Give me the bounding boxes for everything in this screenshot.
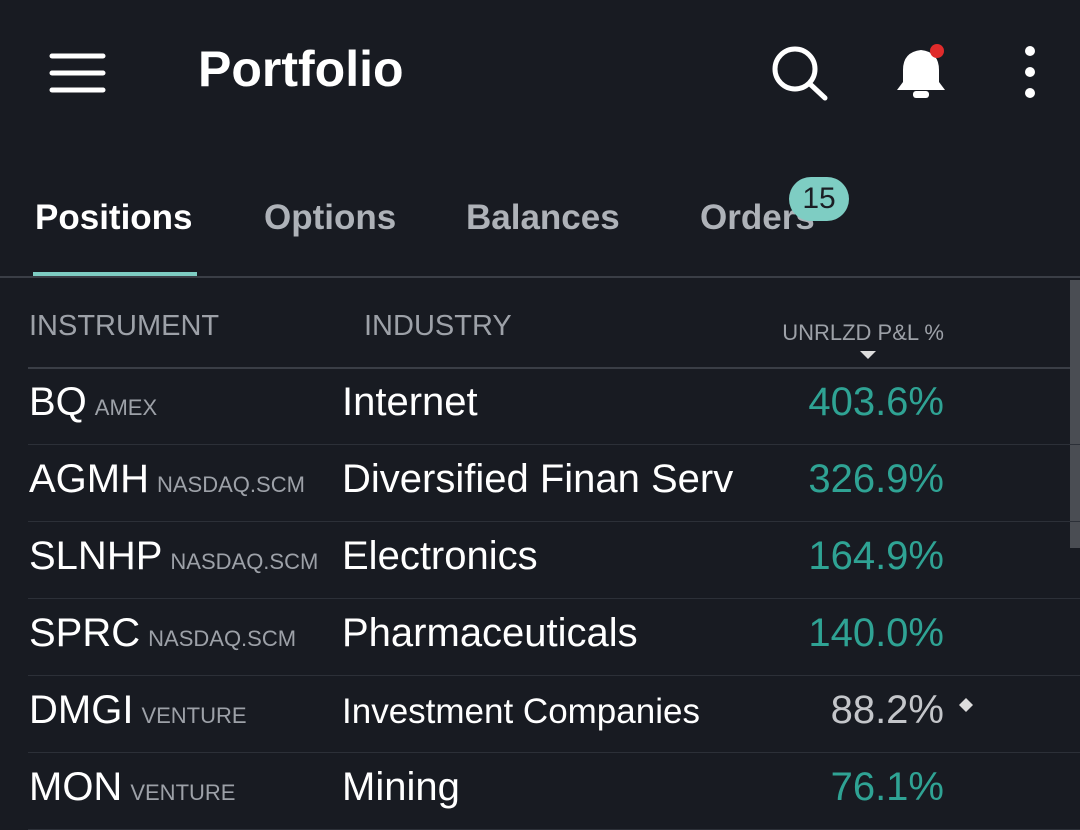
instrument: BQ AMEX xyxy=(29,380,157,425)
symbol: MON xyxy=(29,765,123,809)
exchange: NASDAQ.SCM xyxy=(148,626,297,651)
symbol: SPRC xyxy=(29,611,141,655)
row-divider xyxy=(28,675,1080,676)
instrument: DMGI VENTURE xyxy=(29,688,247,733)
column-header[interactable]: UNRLZD P&L % xyxy=(782,320,944,345)
menu-icon[interactable] xyxy=(49,53,106,93)
instrument: SLNHP NASDAQ.SCM xyxy=(29,534,318,579)
instrument: AGMH NASDAQ.SCM xyxy=(29,457,305,502)
exchange: NASDAQ.SCM xyxy=(157,472,305,497)
column-header[interactable]: INDUSTRY xyxy=(364,310,512,342)
exchange: VENTURE xyxy=(141,703,247,728)
sort-indicator[interactable] xyxy=(860,351,876,359)
exchange: NASDAQ.SCM xyxy=(170,549,319,574)
position-row[interactable]: BQ AMEX Internet 403.6% xyxy=(0,368,1080,445)
industry: Investment Companies xyxy=(342,692,700,731)
industry: Pharmaceuticals xyxy=(342,611,638,655)
column-header[interactable]: INSTRUMENT xyxy=(29,310,220,342)
symbol: BQ xyxy=(29,380,87,424)
symbol: SLNHP xyxy=(29,534,163,578)
tab[interactable]: Options xyxy=(264,198,397,237)
position-row[interactable]: SPRC NASDAQ.SCM Pharmaceuticals 140.0% xyxy=(0,599,1080,676)
row-divider xyxy=(28,752,1080,753)
symbol: DMGI xyxy=(29,688,134,732)
header-divider xyxy=(28,367,1080,369)
symbol: AGMH xyxy=(29,457,149,501)
active-tab-indicator xyxy=(33,272,197,277)
exchange: VENTURE xyxy=(130,780,236,805)
tab-divider xyxy=(0,276,1080,278)
tab[interactable]: Balances xyxy=(466,198,620,237)
position-row[interactable]: SLNHP NASDAQ.SCM Electronics 164.9% xyxy=(0,522,1080,599)
exchange: AMEX xyxy=(94,395,158,420)
notifications-icon[interactable] xyxy=(897,44,945,98)
scrollbar xyxy=(1070,280,1080,548)
unrealized-pnl: 403.6% xyxy=(808,380,944,424)
unrealized-pnl: 326.9% xyxy=(808,457,944,501)
page-title: Portfolio xyxy=(198,41,404,97)
row-divider xyxy=(28,444,1080,445)
position-row[interactable]: MON VENTURE Mining 76.1% xyxy=(0,753,1080,830)
row-divider xyxy=(28,521,1080,522)
tab[interactable]: Positions xyxy=(35,198,193,237)
industry: Mining xyxy=(342,765,460,809)
position-row[interactable]: DMGI VENTURE Investment Companies 88.2% xyxy=(0,676,1080,753)
row-divider xyxy=(28,598,1080,599)
unrealized-pnl: 164.9% xyxy=(808,534,944,578)
diamond-marker xyxy=(959,698,973,712)
industry: Electronics xyxy=(342,534,538,578)
unrealized-pnl: 88.2% xyxy=(830,688,944,732)
more-icon[interactable] xyxy=(1025,46,1035,98)
search-icon[interactable] xyxy=(772,46,828,101)
instrument: SPRC NASDAQ.SCM xyxy=(29,611,296,656)
instrument: MON VENTURE xyxy=(29,765,235,810)
unrealized-pnl: 140.0% xyxy=(808,611,944,655)
orders-badge: 15 xyxy=(789,177,849,221)
industry: Diversified Finan Serv xyxy=(342,457,734,501)
position-row[interactable]: AGMH NASDAQ.SCM Diversified Finan Serv 326.… xyxy=(0,445,1080,522)
unrealized-pnl: 76.1% xyxy=(830,765,944,809)
industry: Internet xyxy=(342,380,478,424)
